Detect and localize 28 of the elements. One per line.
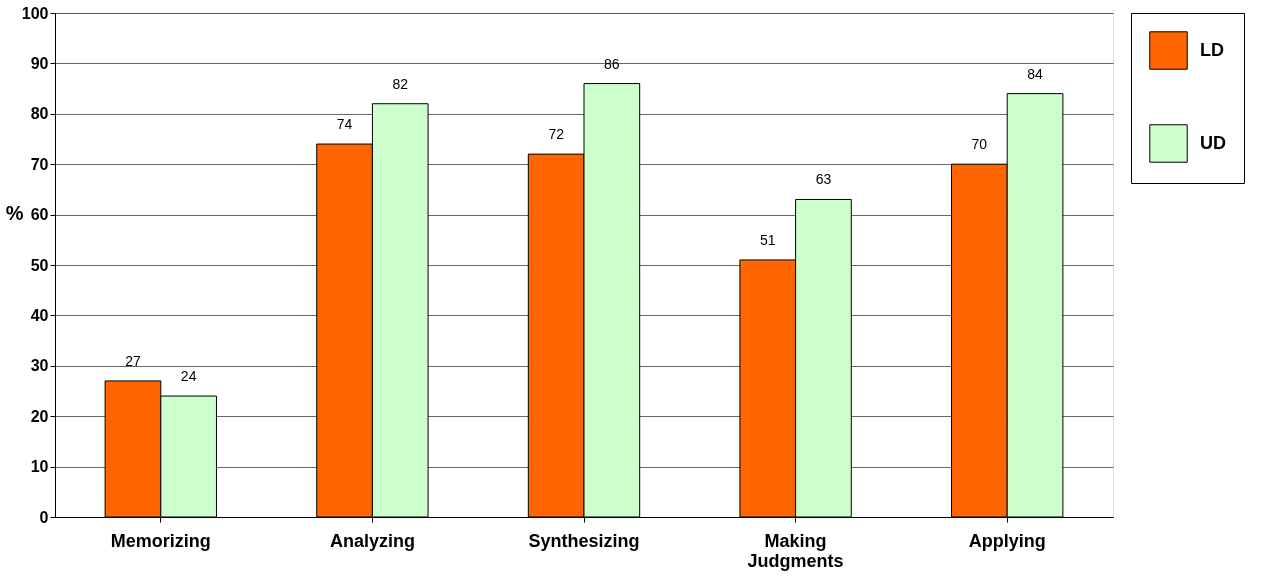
data-label: 27 (125, 352, 141, 369)
data-label: 84 (1027, 65, 1044, 82)
data-label: 74 (336, 116, 353, 133)
y-tick-label: 60 (30, 206, 49, 224)
y-tick-label: 10 (30, 458, 49, 476)
y-tick-label: 90 (30, 54, 49, 72)
x-tick-label: Memorizing (110, 530, 211, 551)
y-tick-label: 70 (30, 155, 49, 173)
y-tick-label: 0 (39, 508, 49, 526)
y-tick-label: 40 (30, 306, 49, 324)
data-label: 72 (548, 126, 565, 143)
legend-label: LD (1200, 39, 1224, 60)
y-tick-label: 100 (21, 4, 49, 22)
y-tick-label: 50 (30, 256, 49, 274)
data-label: 82 (392, 75, 409, 92)
data-label: 51 (759, 231, 776, 248)
legend-label: UD (1200, 132, 1226, 153)
x-tick-label: Making Judgments (747, 530, 844, 571)
y-tick-label: 80 (30, 105, 49, 123)
data-label: 70 (971, 136, 988, 153)
x-tick-label: Synthesizing (528, 530, 640, 551)
y-tick-label: 30 (30, 357, 49, 375)
x-tick-label: Applying (968, 530, 1046, 551)
data-label: 63 (815, 171, 832, 188)
y-tick-label: 20 (30, 407, 49, 425)
data-label: 24 (180, 368, 197, 385)
y-axis-title: % (5, 201, 24, 224)
x-tick-label: Analyzing (329, 530, 415, 551)
